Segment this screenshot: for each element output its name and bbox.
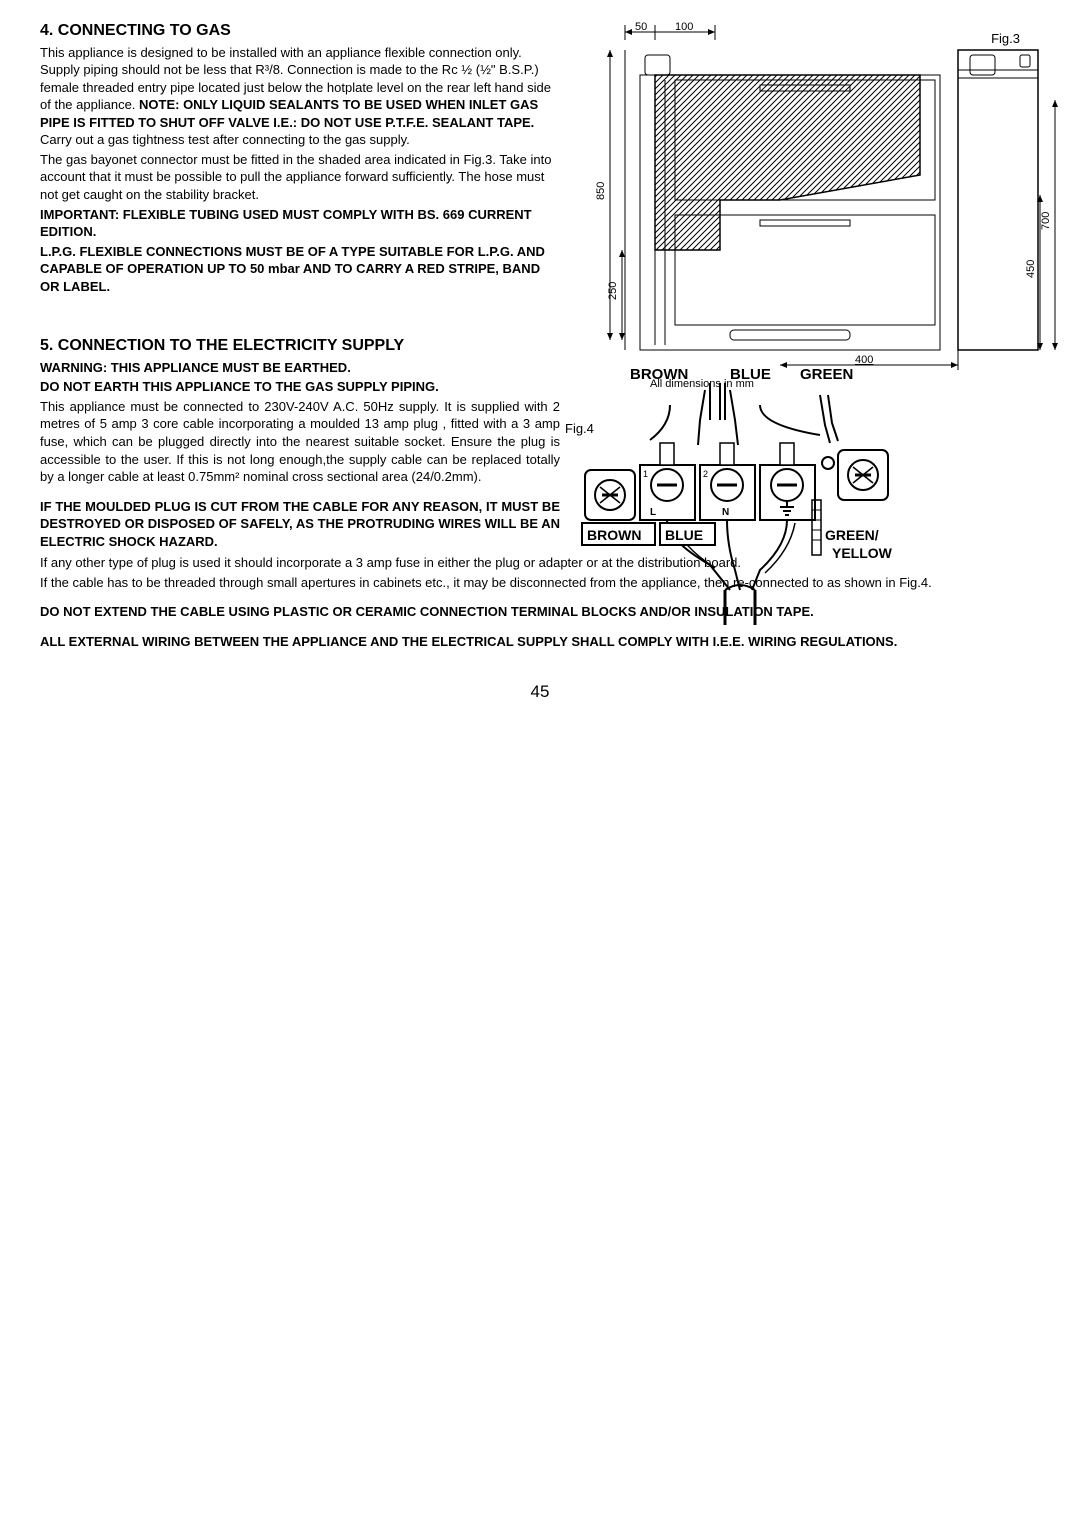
dim-100: 100 bbox=[675, 21, 693, 33]
section4-para1: This appliance is designed to be install… bbox=[40, 44, 560, 149]
fig3-label: Fig.3 bbox=[991, 30, 1020, 48]
section4-para4: L.P.G. FLEXIBLE CONNECTIONS MUST BE OF A… bbox=[40, 243, 560, 296]
section4-heading: 4. CONNECTING TO GAS bbox=[40, 20, 560, 42]
section5-p2: IF THE MOULDED PLUG IS CUT FROM THE CABL… bbox=[40, 498, 560, 551]
section4-para2: The gas bayonet connector must be fitted… bbox=[40, 151, 560, 204]
section4-text: 4. CONNECTING TO GAS This appliance is d… bbox=[40, 20, 560, 295]
figure-4: Fig.4 BROWN BLUE GREEN bbox=[580, 365, 980, 630]
label-brown-bottom: BROWN bbox=[587, 527, 641, 543]
label-yellow: YELLOW bbox=[832, 545, 893, 561]
dim-250: 250 bbox=[607, 282, 619, 300]
label-blue-top: BLUE bbox=[730, 366, 771, 383]
section5-p6: ALL EXTERNAL WIRING BETWEEN THE APPLIANC… bbox=[40, 633, 1020, 651]
page-number: 45 bbox=[40, 681, 1040, 704]
section5-text: 5. CONNECTION TO THE ELECTRICITY SUPPLY … bbox=[40, 335, 560, 550]
svg-text:N: N bbox=[722, 507, 729, 518]
section-connecting-to-gas: 4. CONNECTING TO GAS This appliance is d… bbox=[40, 20, 1040, 295]
dim-50: 50 bbox=[635, 21, 647, 33]
section5-warn1: WARNING: THIS APPLIANCE MUST BE EARTHED. bbox=[40, 359, 560, 377]
fig4-label: Fig.4 bbox=[565, 420, 594, 438]
section4-para3: IMPORTANT: FLEXIBLE TUBING USED MUST COM… bbox=[40, 206, 560, 241]
dim-450: 450 bbox=[1025, 260, 1037, 278]
fig4-diagram: BROWN BLUE GREEN L bbox=[580, 365, 960, 625]
section5-heading: 5. CONNECTION TO THE ELECTRICITY SUPPLY bbox=[40, 335, 560, 357]
svg-text:L: L bbox=[650, 507, 656, 518]
terminal-block: L 1 N 2 bbox=[585, 443, 888, 520]
svg-text:1: 1 bbox=[643, 469, 648, 479]
label-blue-bottom: BLUE bbox=[665, 527, 703, 543]
label-green-yellow: GREEN/ bbox=[825, 527, 879, 543]
section5-warn2: DO NOT EARTH THIS APPLIANCE TO THE GAS S… bbox=[40, 378, 560, 396]
section-electricity-supply: 5. CONNECTION TO THE ELECTRICITY SUPPLY … bbox=[40, 335, 1040, 650]
svg-text:2: 2 bbox=[703, 469, 708, 479]
section4-p1c: Carry out a gas tightness test after con… bbox=[40, 132, 410, 147]
label-green-top: GREEN bbox=[800, 366, 853, 383]
label-brown-top: BROWN bbox=[630, 366, 688, 383]
dim-850: 850 bbox=[595, 182, 607, 200]
dim-700: 700 bbox=[1040, 212, 1052, 230]
section5-p1: This appliance must be connected to 230V… bbox=[40, 398, 560, 486]
